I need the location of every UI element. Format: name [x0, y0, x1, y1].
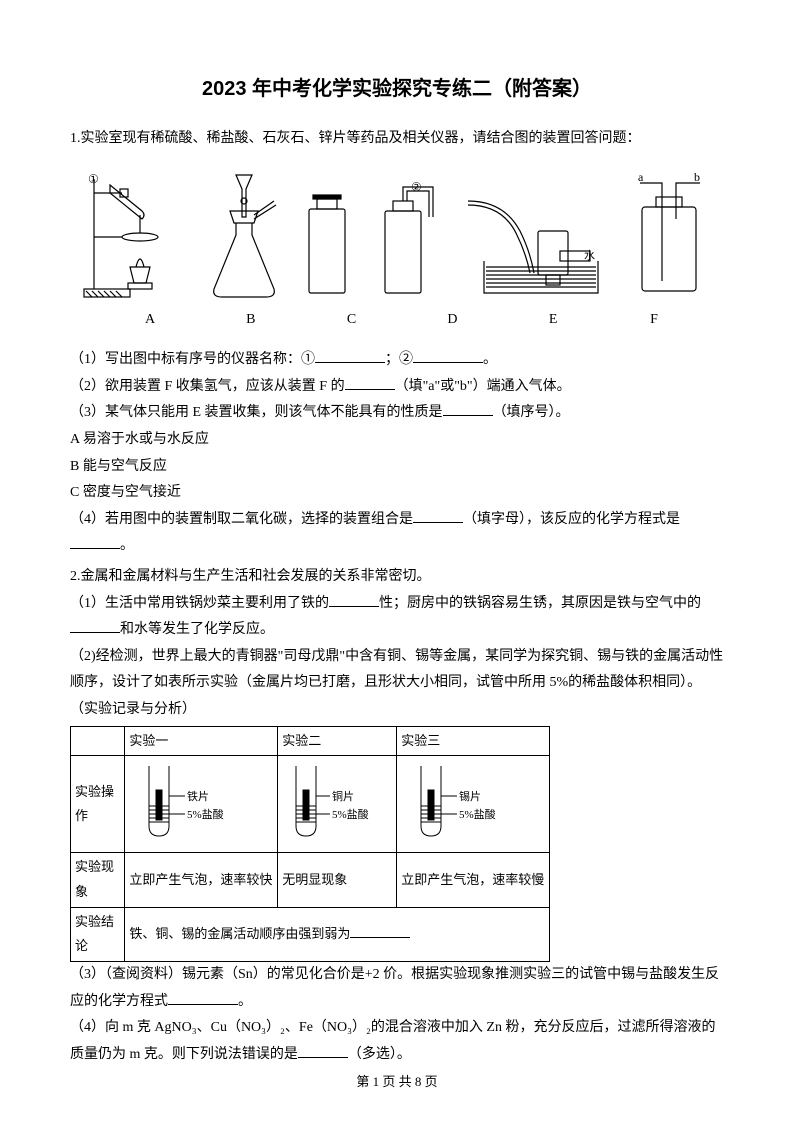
row-op-label: 实验操作 — [71, 756, 125, 853]
apparatus-f: a b — [624, 171, 714, 301]
cell-op2: 铜片 5%盐酸 — [278, 756, 397, 853]
experiment-table: 实验一 实验二 实验三 实验操作 铁片 5%盐酸 — [70, 726, 550, 962]
blank-3[interactable] — [443, 401, 493, 416]
svg-text:5%盐酸: 5%盐酸 — [332, 807, 369, 821]
blank-q2-3[interactable] — [168, 990, 238, 1005]
apparatus-b — [200, 171, 280, 301]
q1-sub4-line2: 。 — [70, 533, 724, 560]
col-exp2: 实验二 — [278, 726, 397, 756]
col-exp1: 实验一 — [125, 726, 278, 756]
label-d: D — [412, 307, 492, 334]
q1-optA: A 易溶于水或与水反应 — [70, 427, 724, 454]
q1-optB: B 能与空气反应 — [70, 454, 724, 481]
label-f: F — [614, 307, 694, 334]
svg-text:b: b — [694, 171, 700, 184]
blank-4a[interactable] — [413, 508, 463, 523]
q1-sub4: （4）若用图中的装置制取二氧化碳，选择的装置组合是（填字母），该反应的化学方程式… — [70, 507, 724, 534]
q2-sub4: （4）向 m 克 AgNO₃、Cu（NO₃）₂、Fe（NO₃）₂的混合溶液中加入… — [70, 1015, 724, 1068]
apparatus-d: ② — [375, 181, 445, 301]
cell-op1: 铁片 5%盐酸 — [125, 756, 278, 853]
page-title: 2023 年中考化学实验探究专练二（附答案） — [70, 70, 724, 108]
apparatus-labels: A B C D E F — [70, 307, 724, 334]
q2-sub3: （3）（查阅资料）锡元素（Sn）的常见化合价是+2 价。根据实验现象推测实验三的… — [70, 962, 724, 1015]
blank-1b[interactable] — [413, 348, 483, 363]
q2-sub1: （1）生活中常用铁锅炒菜主要利用了铁的性；厨房中的铁锅容易生锈，其原因是铁与空气… — [70, 591, 724, 618]
apparatus-c — [299, 181, 355, 301]
cell-op3: 锡片 5%盐酸 — [397, 756, 550, 853]
svg-text:a: a — [638, 171, 644, 184]
q1-sub2: （2）欲用装置 F 收集氢气，应该从装置 F 的（填"a"或"b"）端通入气体。 — [70, 374, 724, 401]
label-c: C — [312, 307, 392, 334]
svg-text:5%盐酸: 5%盐酸 — [459, 807, 496, 821]
label-1-icon: ① — [88, 172, 99, 186]
cell-obs1: 立即产生气泡，速率较快 — [125, 853, 278, 907]
svg-text:铁片: 铁片 — [187, 790, 209, 803]
label-b: B — [211, 307, 291, 334]
col-exp3: 实验三 — [397, 726, 550, 756]
cell-obs2: 无明显现象 — [278, 853, 397, 907]
apparatus-figure: ① — [70, 171, 724, 301]
blank-q2-1b[interactable] — [70, 618, 120, 633]
q1-optC: C 密度与空气接近 — [70, 480, 724, 507]
svg-text:锡片: 锡片 — [459, 789, 481, 803]
row-obs-label: 实验现象 — [71, 853, 125, 907]
label-a: A — [110, 307, 190, 334]
q2-sub1b: 和水等发生了化学反应。 — [70, 617, 724, 644]
blank-1a[interactable] — [315, 348, 385, 363]
blank-4b[interactable] — [70, 534, 120, 549]
q1-sub1: （1）写出图中标有序号的仪器名称：①；②。 — [70, 347, 724, 374]
apparatus-e: 水 — [464, 181, 604, 301]
svg-text:铜片: 铜片 — [332, 789, 354, 803]
q2-intro: 2.金属和金属材料与生产生活和社会发展的关系非常密切。 — [70, 564, 724, 591]
cell-conc: 铁、铜、锡的金属活动顺序由强到弱为 — [125, 907, 550, 961]
blank-2[interactable] — [345, 375, 395, 390]
table-header-note: （实验记录与分析） — [70, 697, 724, 724]
row-conc-label: 实验结论 — [71, 907, 125, 961]
svg-text:5%盐酸: 5%盐酸 — [187, 807, 224, 821]
blank-q2-4[interactable] — [298, 1043, 348, 1058]
cell-obs3: 立即产生气泡，速率较慢 — [397, 853, 550, 907]
page-footer: 第 1 页 共 8 页 — [0, 1070, 794, 1095]
blank-q2-1a[interactable] — [329, 592, 379, 607]
label-e: E — [513, 307, 593, 334]
q1-intro: 1.实验室现有稀硫酸、稀盐酸、石灰石、锌片等药品及相关仪器，请结合图的装置回答问… — [70, 126, 724, 153]
apparatus-a: ① — [80, 171, 180, 301]
svg-text:水: 水 — [584, 249, 595, 262]
q1-sub3: （3）某气体只能用 E 装置收集，则该气体不能具有的性质是（填序号）。 — [70, 400, 724, 427]
blank-conc[interactable] — [350, 924, 410, 938]
q2-sub2: （2)经检测，世界上最大的青铜器"司母戊鼎"中含有铜、锡等金属，某同学为探究铜、… — [70, 644, 724, 697]
